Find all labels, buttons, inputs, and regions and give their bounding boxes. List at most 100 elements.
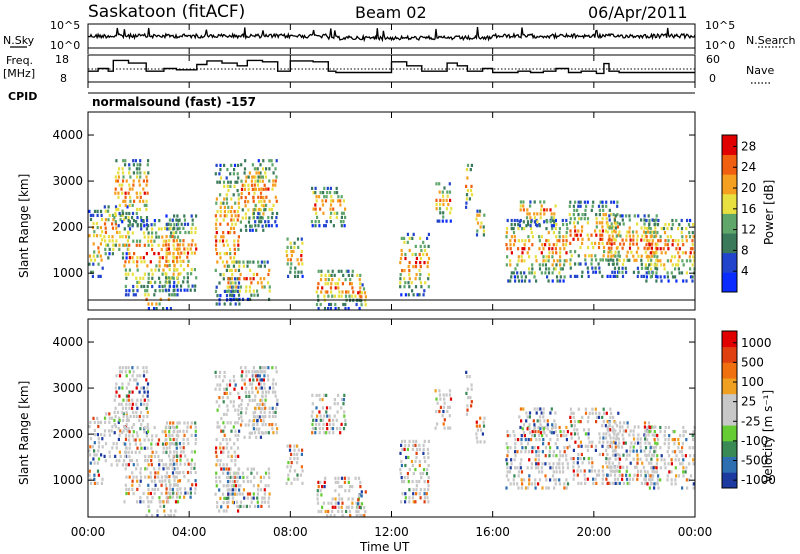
heatmap-cell	[512, 482, 515, 486]
heatmap-cell	[127, 231, 130, 235]
heatmap-cell	[424, 248, 427, 253]
heatmap-cell	[556, 434, 559, 438]
heatmap-cell	[331, 505, 334, 509]
heatmap-cell	[505, 243, 508, 247]
heatmap-cell	[183, 462, 186, 466]
heatmap-cell	[507, 478, 510, 482]
heatmap-cell	[165, 259, 168, 263]
heatmap-cell	[257, 171, 260, 175]
heatmap-cell	[263, 386, 266, 390]
heatmap-cell	[128, 260, 131, 264]
heatmap-cell	[255, 374, 258, 378]
heatmap-cell	[625, 469, 628, 473]
heatmap-cell	[534, 466, 538, 470]
heatmap-cell	[657, 474, 660, 478]
heatmap-cell	[318, 410, 321, 414]
heatmap-cell	[573, 432, 577, 436]
heatmap-cell	[194, 491, 197, 495]
heatmap-cell	[147, 487, 150, 491]
heatmap-cell	[357, 291, 360, 295]
heatmap-cell	[154, 475, 157, 479]
heatmap-cell	[693, 454, 696, 458]
heatmap-cell	[568, 444, 571, 448]
heatmap-cell	[608, 218, 611, 222]
heatmap-cell	[644, 481, 647, 485]
xtick-label: 20:00	[577, 525, 612, 539]
heatmap-cell	[438, 409, 441, 414]
heatmap-cell	[435, 182, 438, 186]
heatmap-cell	[322, 501, 325, 505]
heatmap-cell	[555, 243, 558, 247]
heatmap-cell	[221, 239, 225, 243]
heatmap-cell	[248, 390, 251, 394]
heatmap-cell	[124, 159, 127, 163]
heatmap-cell	[546, 419, 549, 423]
heatmap-cell	[150, 446, 153, 450]
heatmap-cell	[186, 255, 189, 259]
heatmap-cell	[336, 402, 339, 406]
heatmap-cell	[164, 430, 167, 434]
heatmap-cell	[659, 466, 662, 470]
heatmap-cell	[599, 258, 602, 262]
heatmap-cell	[606, 425, 609, 429]
heatmap-cell	[334, 302, 337, 307]
heatmap-cell	[686, 486, 689, 490]
heatmap-cell	[610, 238, 613, 242]
heatmap-cell	[189, 495, 192, 499]
heatmap-cell	[470, 193, 474, 197]
heatmap-cell	[447, 202, 450, 207]
heatmap-cell	[667, 438, 670, 442]
heatmap-cell	[506, 247, 509, 251]
heatmap-cell	[151, 247, 154, 252]
heatmap-cell	[645, 454, 648, 458]
heatmap-cell	[598, 213, 601, 217]
heatmap-cell	[336, 410, 339, 414]
heatmap-cell	[538, 263, 541, 267]
heatmap-cell	[403, 277, 406, 281]
heatmap-cell	[533, 271, 536, 275]
heatmap-cell	[629, 242, 632, 246]
heatmap-cell	[300, 258, 303, 262]
heatmap-cell	[416, 293, 419, 297]
heatmap-cell	[654, 449, 657, 453]
heatmap-cell	[509, 482, 512, 486]
heatmap-cell	[108, 420, 111, 424]
heatmap-cell	[219, 193, 222, 197]
heatmap-cell	[227, 180, 230, 184]
heatmap-cell	[89, 461, 92, 465]
heatmap-cell	[636, 457, 639, 461]
heatmap-cell	[258, 403, 261, 407]
heatmap-cell	[136, 284, 139, 289]
heatmap-cell	[254, 175, 257, 179]
heatmap-cell	[329, 514, 332, 518]
heatmap-cell	[619, 234, 622, 238]
heatmap-cell	[160, 459, 163, 463]
heatmap-cell	[121, 366, 124, 370]
heatmap-cell	[621, 445, 624, 449]
heatmap-cell	[572, 411, 575, 415]
heatmap-cell	[149, 475, 152, 479]
heatmap-cell	[356, 502, 360, 506]
heatmap-cell	[112, 243, 115, 247]
heatmap-cell	[238, 289, 241, 293]
heatmap-cell	[445, 207, 449, 211]
heatmap-cell	[646, 430, 649, 434]
heatmap-cell	[256, 496, 259, 500]
heatmap-cell	[252, 496, 255, 500]
heatmap-cell	[121, 171, 125, 175]
heatmap-cell	[107, 256, 110, 260]
heatmap-cell	[234, 488, 237, 492]
heatmap-cell	[135, 402, 138, 406]
heatmap-cell	[136, 264, 139, 268]
heatmap-cell	[626, 230, 629, 234]
heatmap-cell	[222, 243, 225, 247]
heatmap-cell	[650, 425, 653, 429]
heatmap-cell	[359, 506, 362, 510]
heatmap-cell	[650, 262, 653, 266]
heatmap-cell	[517, 279, 521, 283]
heatmap-cell	[449, 397, 453, 401]
heatmap-cell	[251, 423, 254, 427]
heatmap-cell	[331, 269, 334, 273]
heatmap-cell	[590, 469, 594, 473]
